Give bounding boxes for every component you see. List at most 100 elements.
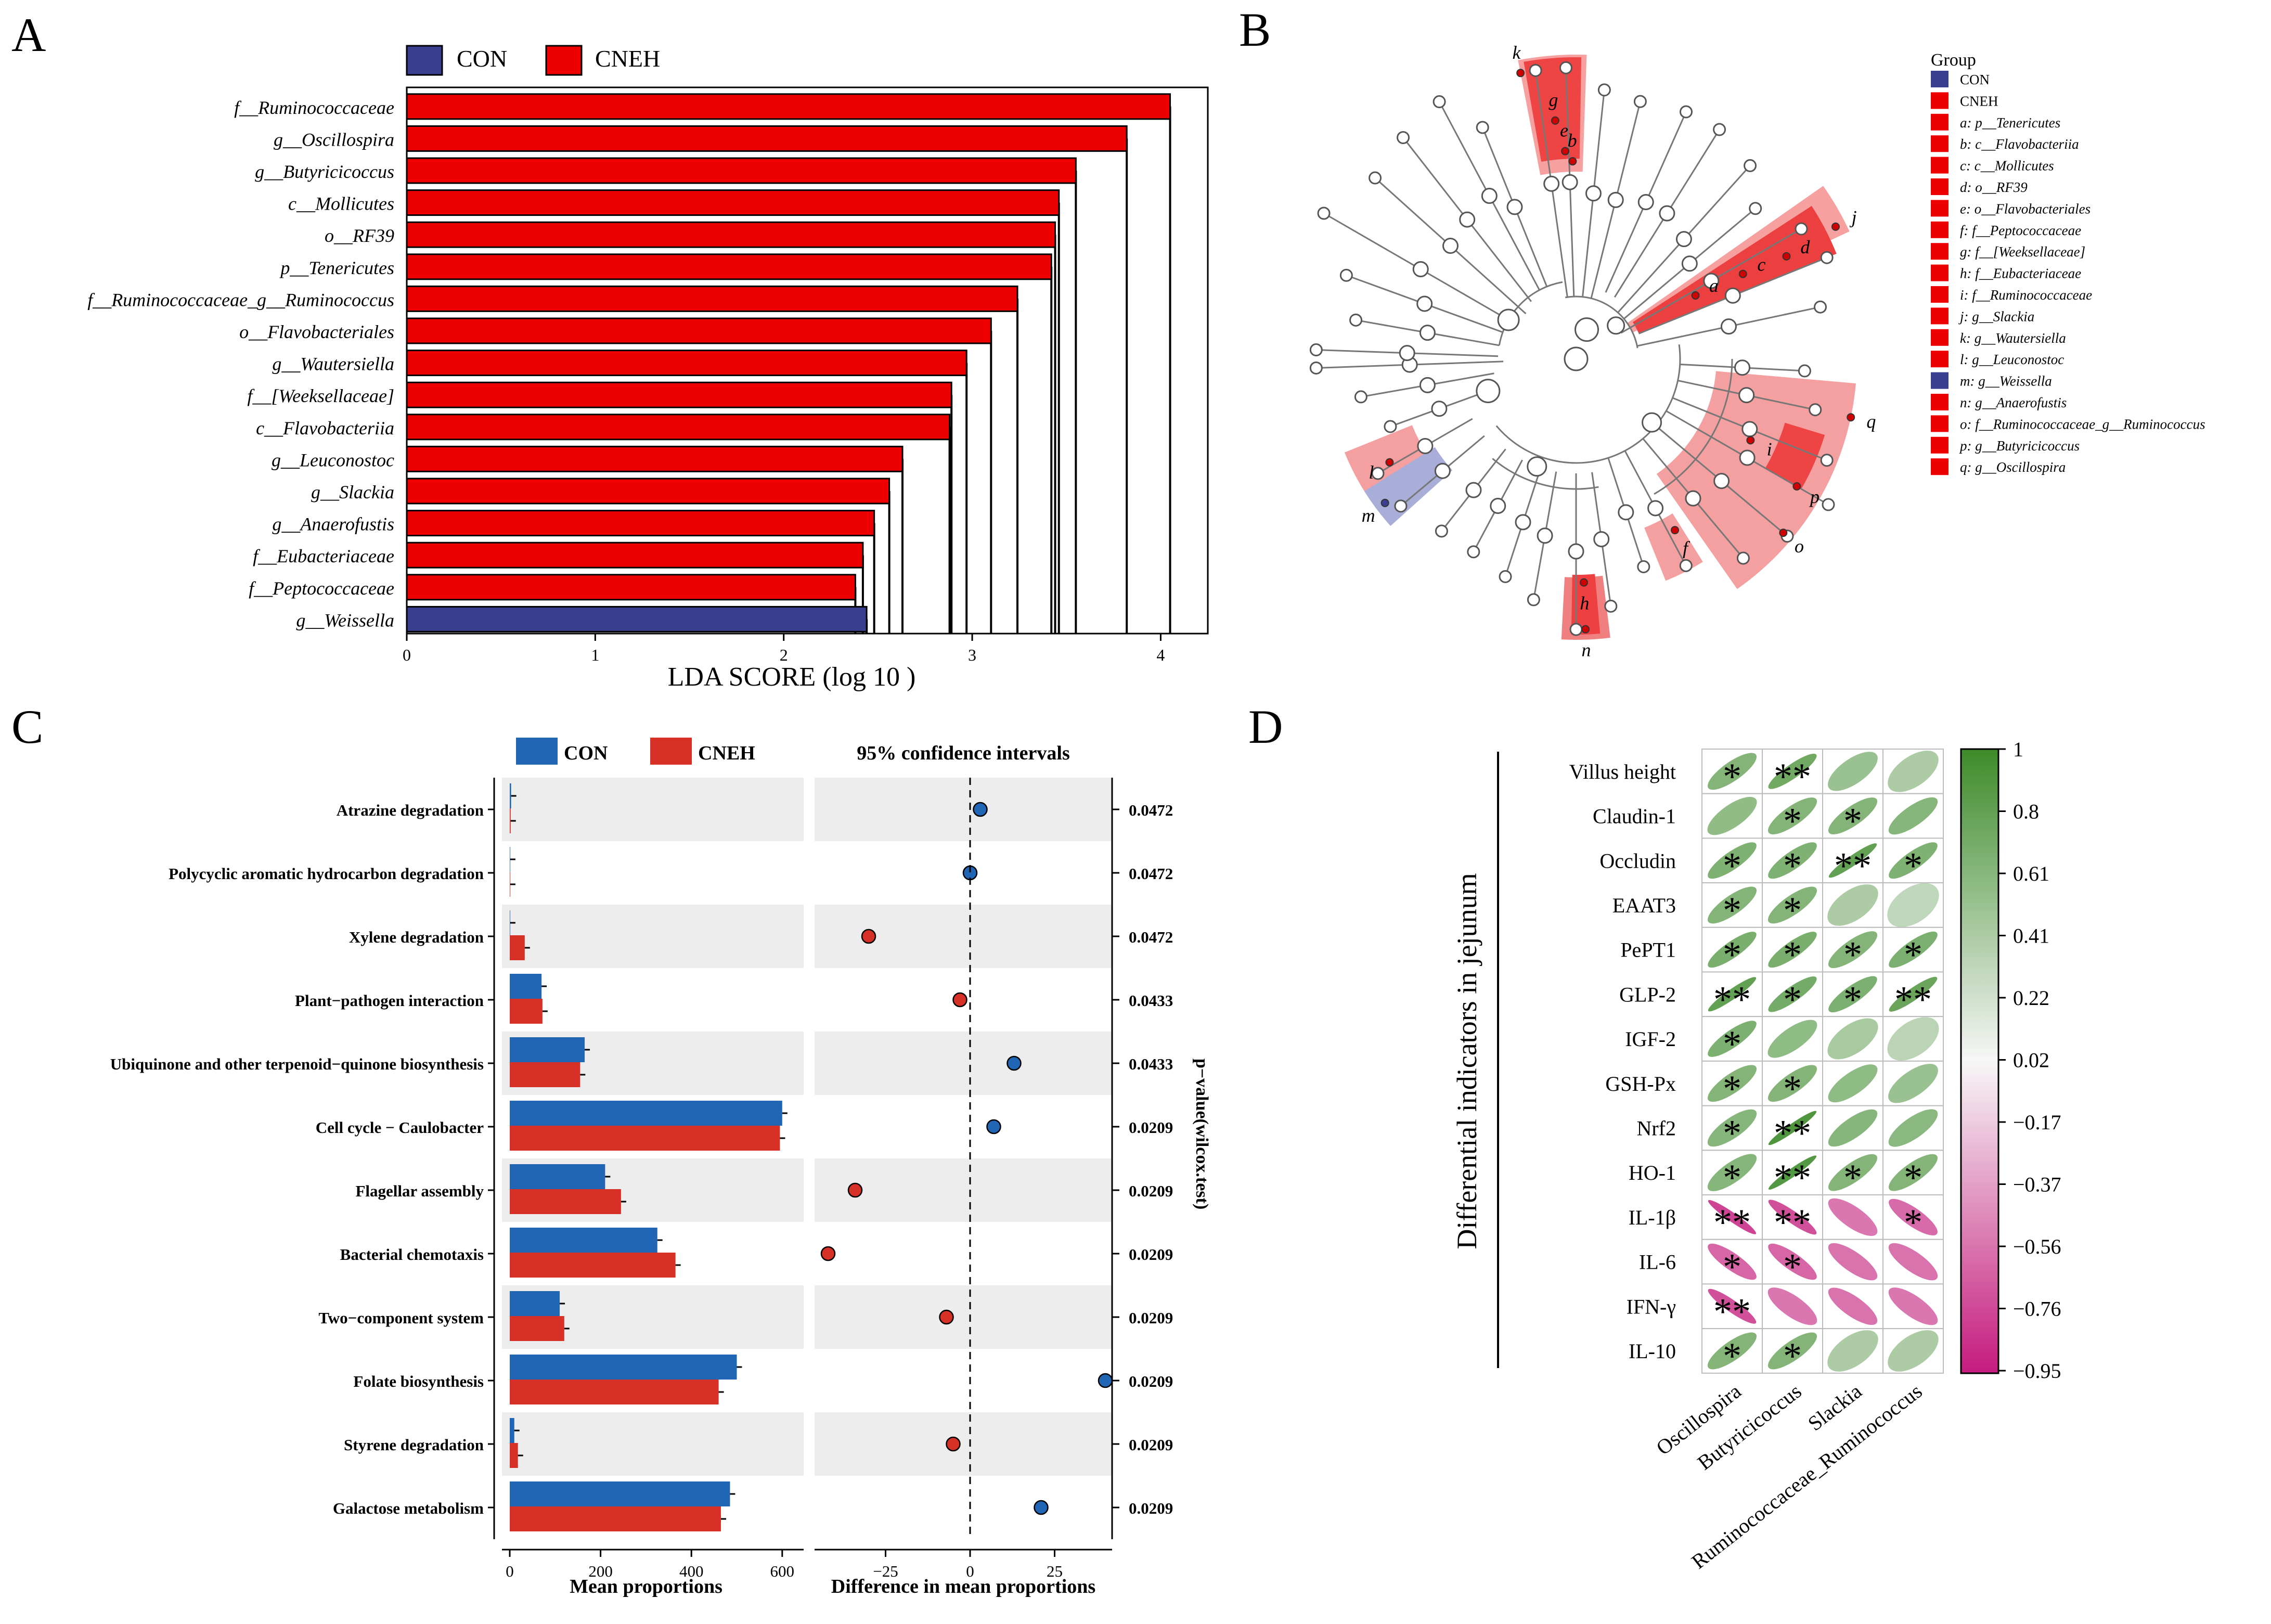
correlation-ellipse [1828,1287,1878,1325]
lda-bar [406,125,1128,152]
row-stripe [815,905,1112,968]
clade-letter: a [1709,275,1719,296]
correlation-ellipse [1768,1111,1817,1145]
colorbar-ticks: 1 0.8 0.61 0.41 0.22 0.02 −0.17 −0.37 −0.56 −0.76… [1998,738,2061,1383]
cneh-bar [510,1316,564,1341]
pathway-label: Two−component system [318,1309,484,1327]
pathway-label: Atrazine degradation [337,801,484,819]
significance-mark: * [1723,890,1741,931]
legend-swatch-cneh [545,45,583,76]
correlation-heatmap: Differential indicators in jejunum * *** *… [1451,738,2061,1574]
significance-mark: ** [1834,845,1872,886]
tree-node [1647,500,1664,517]
row-stripe [815,1285,1112,1349]
leaf-node [1820,251,1834,264]
biomarker-node [1551,116,1559,125]
colorbar-tick-label: −0.76 [2013,1297,2061,1321]
y-axis-title: Differential indicators in jejunum [1451,873,1482,1249]
x-tick-label: 0 [966,1562,974,1580]
p-value: 0.0472 [1129,928,1173,946]
leaf-node [1744,159,1757,172]
clade-letter: l [1369,462,1374,483]
correlation-ellipse [1767,886,1817,924]
x-tick-label: 1 [591,646,599,664]
lda-bar-chart: CON CNEH f__Ruminococcaceae g__Oscillospi… [87,45,1209,692]
legend-swatch [1931,200,1949,217]
correlation-ellipse [1708,1021,1757,1057]
legend-swatch [1931,157,1949,174]
reference-lines [854,106,1171,634]
tree-branch [1492,458,1599,490]
significance-mark: * [1723,1068,1741,1110]
tree-node [1476,379,1501,404]
con-bar [510,783,511,808]
correlation-ellipse [1888,1109,1938,1147]
leaf-node [1433,95,1446,109]
clade-highlights [1344,54,1856,640]
colorbar-tick-label: 0.41 [2013,924,2049,948]
tree-node [1593,531,1610,548]
leaf-node [1384,420,1397,433]
significance-mark: ** [1774,1112,1811,1154]
significance-mark: ** [1894,978,1932,1020]
clade-letter: o [1795,536,1804,557]
lda-bar [406,605,868,633]
leaf-node [1371,467,1385,480]
legend-swatch [1931,372,1949,389]
p-value: 0.0472 [1129,801,1173,819]
category-label: c__Mollicutes [288,194,394,214]
leaf-node [1354,390,1367,404]
tree-node [1419,377,1436,393]
tree-node [1724,287,1741,304]
p-value: 0.0209 [1129,1436,1173,1454]
significance-mark: * [1723,934,1741,976]
row-label: Nrf2 [1636,1116,1676,1140]
leaf-node [1680,105,1693,119]
tree-branch [1498,281,1563,346]
significance-mark: ** [1774,1202,1811,1243]
correlation-ellipse [1708,1200,1757,1234]
tree-node [1465,482,1482,498]
x-tick-label: 3 [968,646,976,664]
legend-entry: a: p__Tenericutes [1960,115,2060,131]
colorbar-tick-label: −0.37 [2013,1173,2061,1196]
clade-highlight-i [1656,371,1856,589]
biomarker-node [1782,252,1791,261]
con-bar [510,1037,585,1062]
colorbar-tick-label: 0.02 [2013,1049,2049,1072]
difference-point [973,802,988,817]
ci-title: 95% confidence intervals [857,742,1070,764]
con-bar [510,1355,737,1380]
correlation-ellipse [1828,843,1877,878]
clade-letter: g [1549,89,1558,110]
correlation-ellipse [1708,932,1757,968]
correlation-ellipse [1828,797,1878,834]
tree-node [1399,345,1415,362]
biomarker-node [1568,157,1577,166]
correlation-ellipse [1708,1243,1757,1280]
correlation-ellipse [1707,886,1757,924]
legend-swatch [1931,351,1949,368]
difference-point [1098,1373,1113,1388]
significance-mark: * [1783,934,1802,976]
con-bar [510,1228,657,1253]
significance-mark: * [1723,845,1741,886]
category-label: g__Slackia [311,482,394,502]
p-value: 0.0209 [1129,1245,1173,1264]
leaf-node [1798,364,1811,378]
tree-node [1481,188,1498,204]
correlation-ellipse [1767,1020,1817,1058]
x-axis-title-left: Mean proportions [570,1576,722,1597]
significance-mark: ** [1713,978,1751,1020]
colorbar [1960,748,1999,1374]
x-tick-label: 400 [679,1562,704,1580]
correlation-ellipse [1888,1287,1938,1325]
significance-mark: * [1783,1246,1802,1288]
tree-node [1675,231,1692,248]
correlation-ellipse [1827,884,1878,926]
extended-error-bar-plot: CON CNEH 95% confidence intervals Atrazi… [110,738,1211,1597]
significance-mark: * [1723,1246,1741,1288]
cneh-bar [510,1062,580,1087]
leaf-node [1569,623,1583,636]
category-label: f__Ruminococcaceae_g__Ruminococcus [87,289,394,310]
